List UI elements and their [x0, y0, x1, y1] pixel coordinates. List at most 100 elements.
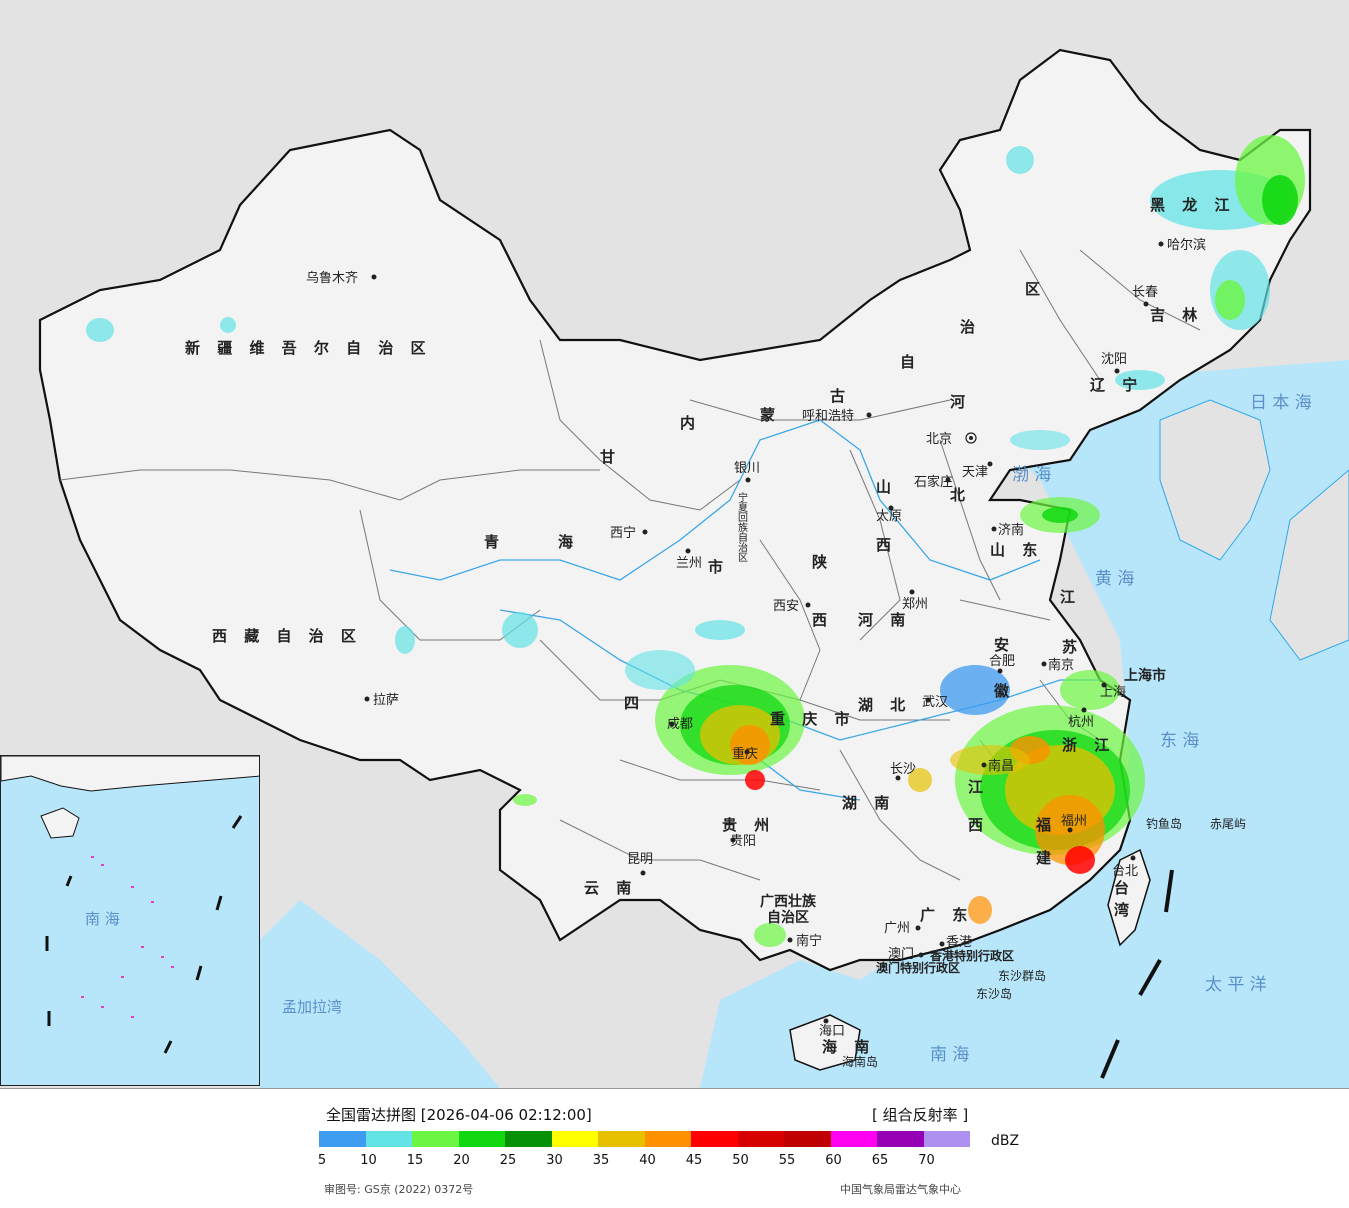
- city-changsha: 长沙: [890, 762, 916, 777]
- province-label-taiwan-2: 湾: [1114, 901, 1135, 919]
- province-label-hunan: 湖 南: [842, 794, 895, 812]
- legend-swatch: [319, 1131, 366, 1147]
- city-nanning: 南宁: [796, 933, 822, 949]
- province-label-anhui-1: 安: [994, 636, 1015, 654]
- legend-swatch: [830, 1131, 877, 1147]
- bengal-sea: [260, 900, 500, 1088]
- legend-swatch: [458, 1131, 505, 1147]
- legend-swatch: [737, 1131, 784, 1147]
- legend-swatch: [784, 1131, 831, 1147]
- province-label-neimeng-4: 自: [900, 353, 921, 371]
- province-label-gansu-city: 市: [708, 558, 729, 576]
- province-label-chongqing: 重 庆 市: [770, 710, 855, 728]
- province-label-neimeng-5: 治: [960, 318, 981, 336]
- city-wuhan: 武汉: [922, 695, 948, 710]
- sea-label-yellow: 黄 海: [1095, 569, 1134, 589]
- province-label-sichuan: 四: [624, 694, 645, 712]
- city-guiyang: 贵阳: [730, 834, 756, 849]
- legend-swatch: [365, 1131, 412, 1147]
- legend-unit: dBZ: [991, 1133, 1020, 1149]
- city-zhengzhou: 郑州: [902, 597, 928, 612]
- city-tianjin: 天津: [962, 465, 988, 480]
- province-label-jiangxi-2: 西: [968, 816, 989, 834]
- province-label-guangxi-2: 自治区: [767, 909, 809, 926]
- review-number: 审图号: GS京 (2022) 0372号: [324, 1183, 474, 1196]
- sea-label-east: 东 海: [1160, 731, 1199, 751]
- province-label-liaoning: 辽 宁: [1090, 376, 1143, 394]
- province-label-ningxia: 宁夏回族自治区: [736, 491, 748, 562]
- city-chongqing: 重庆: [732, 746, 758, 762]
- province-label-fujian-1: 福: [1035, 816, 1057, 834]
- sea-label-pacific: 太 平 洋: [1205, 975, 1267, 995]
- legend-title: 全国雷达拼图 [2026-04-06 02:12:00]: [326, 1106, 592, 1124]
- province-label-shandong: 山 东: [990, 541, 1043, 559]
- legend-swatch: [923, 1131, 970, 1147]
- city-markers: 乌鲁木齐 拉萨 西宁 兰州 银川 呼和浩特 北京 天津 石家庄 太原 济南 郑州…: [306, 237, 1246, 1069]
- city-xian: 西安: [773, 599, 799, 614]
- city-hohhot: 呼和浩特: [802, 409, 854, 424]
- province-label-hebei-2: 北: [950, 486, 971, 504]
- province-label-guangdong: 广 东: [920, 906, 973, 924]
- legend-product: [ 组合反射率 ]: [872, 1106, 969, 1124]
- legend-tick-label: 10: [360, 1153, 377, 1168]
- legend-tick-label: 30: [546, 1153, 563, 1168]
- city-guangzhou: 广州: [884, 921, 910, 936]
- legend-tick-label: 65: [871, 1153, 889, 1168]
- province-label-xinjiang: 新 疆 维 吾 尔 自 治 区: [185, 339, 432, 357]
- source-text: 中国气象局雷达气象中心: [840, 1183, 961, 1196]
- radar-map: 日 本 海 渤 海 黄 海 东 海 太 平 洋 南 海 孟加拉湾 新 疆 维 吾…: [0, 48, 1349, 1089]
- province-label-neimeng-3: 古: [830, 387, 851, 405]
- legend-tick-label: 60: [825, 1153, 842, 1168]
- legend-panel: 全国雷达拼图 [2026-04-06 02:12:00] [ 组合反射率 ] d…: [0, 1089, 1349, 1208]
- province-label-hebei-1: 河: [950, 393, 971, 411]
- japan-land: [1269, 469, 1349, 661]
- legend-tick-label: 15: [406, 1153, 424, 1168]
- city-taiyuan: 太原: [876, 509, 902, 524]
- city-nanchang: 南昌: [988, 758, 1014, 774]
- legend-swatch: [505, 1131, 552, 1147]
- province-label-neimeng-1: 内: [680, 414, 701, 432]
- legend-swatch: [691, 1131, 738, 1147]
- city-macau: 澳门: [888, 946, 914, 962]
- city-hainan-island: 海南岛: [842, 1054, 878, 1069]
- province-label-hainan: 海 南: [822, 1038, 875, 1056]
- province-label-jilin: 吉 林: [1150, 306, 1203, 324]
- city-chiwei: 赤尾屿: [1210, 817, 1246, 831]
- province-label-neimeng-6: 区: [1025, 280, 1046, 298]
- legend-swatch: [877, 1131, 924, 1147]
- maritime-boundary: [1100, 869, 1174, 1079]
- province-label-anhui-2: 徽: [993, 682, 1015, 700]
- legend-tick-label: 5: [317, 1153, 327, 1168]
- legend-swatch: [598, 1131, 645, 1147]
- province-label-shaanxi-1: 陕: [812, 553, 833, 571]
- legend-tick-label: 35: [592, 1153, 610, 1168]
- legend-tick-label: 70: [918, 1153, 935, 1168]
- city-lanzhou: 兰州: [676, 556, 702, 571]
- province-label-taiwan-1: 台: [1114, 879, 1135, 897]
- province-label-macau: 澳门特别行政区: [876, 960, 960, 975]
- province-label-shanghai: 上海市: [1124, 667, 1166, 684]
- legend-tick-label: 25: [499, 1153, 517, 1168]
- province-label-heilongjiang: 黑 龙 江: [1150, 196, 1235, 214]
- legend-tick-label: 20: [453, 1153, 470, 1168]
- province-label-xizang: 西 藏 自 治 区: [212, 627, 362, 645]
- sea-label-japan: 日 本 海: [1250, 393, 1312, 413]
- city-hangzhou: 杭州: [1068, 715, 1094, 730]
- city-urumqi: 乌鲁木齐: [306, 270, 358, 286]
- province-label-jiangxi-1: 江: [968, 778, 989, 796]
- province-label-neimeng-2: 蒙: [760, 406, 781, 424]
- province-label-yunnan: 云 南: [584, 879, 637, 897]
- city-lhasa: 拉萨: [373, 693, 399, 708]
- province-label-jiangsu-2: 苏: [1062, 638, 1083, 656]
- city-chengdu: 成都: [667, 717, 693, 732]
- city-yinchuan: 银川: [734, 461, 760, 476]
- province-label-shanxi-1: 山: [876, 478, 897, 496]
- legend-tick-label: 45: [685, 1153, 703, 1168]
- province-label-shanxi-2: 西: [876, 536, 897, 554]
- sea-label-south: 南 海: [930, 1045, 969, 1065]
- city-dongsha-qundao: 东沙群岛: [998, 968, 1046, 983]
- south-china-sea-inset: 南 海: [0, 755, 260, 1086]
- legend-tick-label: 40: [639, 1153, 656, 1168]
- city-shanghai: 上海: [1100, 685, 1126, 700]
- sea-label-bengal: 孟加拉湾: [282, 998, 342, 1016]
